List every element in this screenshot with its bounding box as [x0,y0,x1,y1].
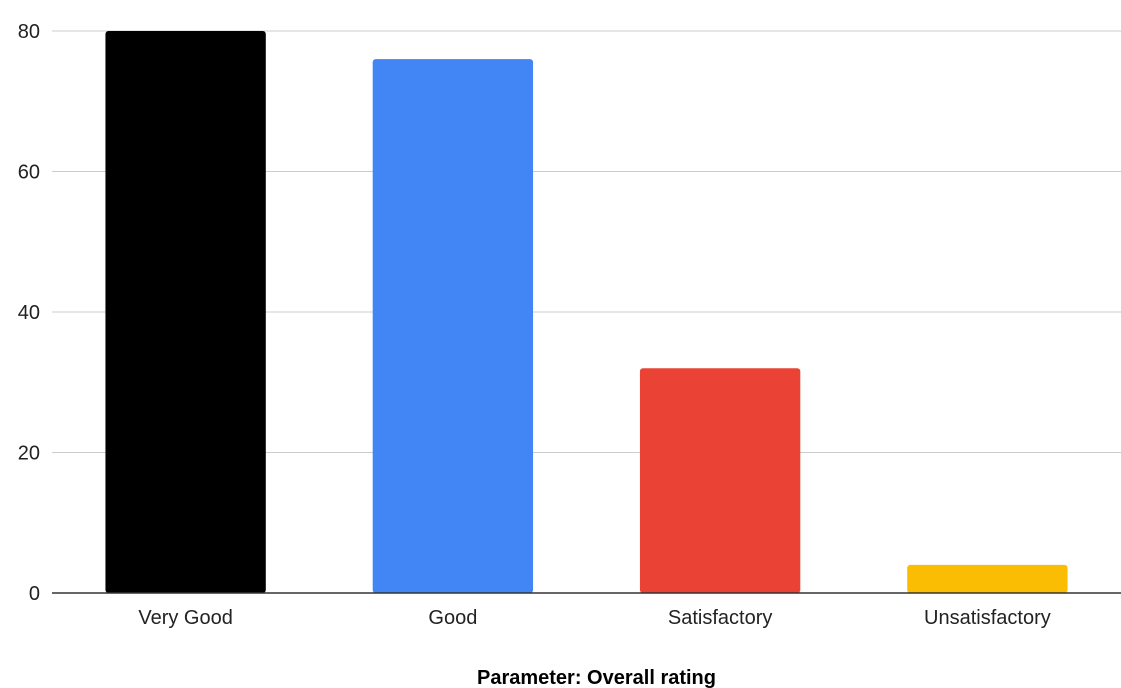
bar-good [372,59,534,594]
y-tick-label: 60 [18,162,40,184]
x-tick-label: Very Good [138,607,233,629]
bars [105,31,1068,594]
y-tick-label: 80 [18,21,40,43]
y-tick-label: 40 [18,302,40,324]
x-axis-title: Parameter: Overall rating [477,667,716,688]
y-tick-label: 20 [18,443,40,465]
x-tick-label: Satisfactory [668,607,772,629]
y-axis-tick-labels: 0 20 40 60 80 [18,21,40,605]
x-tick-label: Unsatisfactory [924,607,1051,629]
x-tick-label: Good [428,607,477,629]
x-axis-tick-labels: Very Good Good Satisfactory Unsatisfactory [138,607,1050,629]
y-tick-label: 0 [29,583,40,605]
bar-very-good [105,31,266,593]
bar-unsatisfactory [907,564,1068,593]
bar-satisfactory [639,368,801,593]
